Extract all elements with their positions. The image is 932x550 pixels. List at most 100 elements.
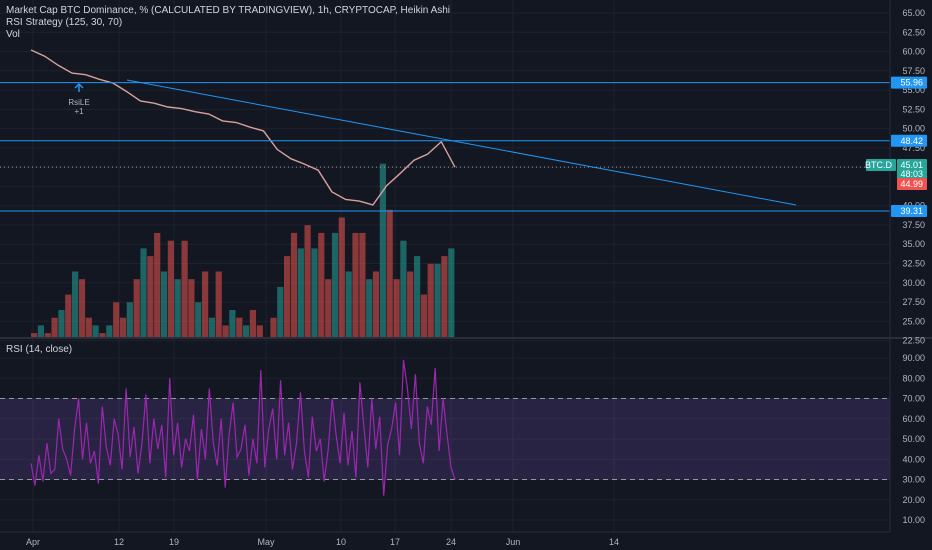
price-tick: 52.50	[902, 104, 925, 114]
volume-bar	[174, 279, 181, 337]
tag-upper-line: 55.96	[900, 78, 923, 88]
volume-bar	[236, 317, 243, 337]
time-tick: May	[257, 537, 275, 547]
rsi-tick: 50.00	[902, 434, 925, 444]
price-tick: 35.00	[902, 239, 925, 249]
volume-bar	[92, 325, 99, 337]
volume-bar	[379, 163, 386, 337]
volume-bar	[78, 279, 86, 337]
volume-bar	[331, 232, 339, 337]
time-tick: Apr	[26, 537, 40, 547]
volume-bar	[318, 232, 325, 337]
strategy-legend[interactable]: RSI Strategy (125, 30, 70)	[6, 17, 123, 28]
tag-countdown-bg	[897, 168, 927, 180]
volume-bar	[325, 279, 332, 337]
volume-bar	[400, 240, 407, 337]
volume-bar	[297, 248, 304, 337]
tag-lower-line: 39.31	[900, 206, 923, 216]
price-tick: 50.00	[902, 124, 925, 134]
volume-bar	[270, 317, 277, 337]
volume-legend[interactable]: Vol	[6, 29, 20, 40]
volume-bar	[366, 279, 373, 337]
volume-bar	[407, 271, 414, 337]
volume-bar	[99, 333, 106, 337]
price-tick: 60.00	[902, 47, 925, 57]
volume-bar	[154, 232, 161, 337]
volume-bar	[414, 256, 421, 337]
price-tick: 32.50	[902, 259, 925, 269]
volume-bar	[441, 256, 448, 337]
volume-bar	[106, 325, 113, 337]
rsi-legend[interactable]: RSI (14, close)	[6, 344, 73, 355]
volume-bar	[338, 217, 345, 337]
rsi-line	[30, 359, 456, 496]
tag-symbol-bg	[866, 159, 896, 171]
tag-prev-close: 44.99	[900, 179, 923, 189]
trend-line	[126, 79, 797, 206]
volume-bar	[133, 279, 140, 337]
volume-bar	[31, 333, 38, 337]
volume-bar	[140, 248, 147, 337]
volume-bar	[44, 333, 51, 337]
volume-bar	[113, 302, 120, 337]
time-tick: Jun	[506, 537, 521, 547]
volume-bar	[229, 310, 236, 337]
rsi-tick: 30.00	[902, 475, 925, 485]
volume-bar	[119, 317, 127, 337]
rsi-tick: 10.00	[902, 515, 925, 525]
volume-bar	[290, 232, 298, 337]
volume-bar	[181, 240, 188, 337]
price-tick: 30.00	[902, 278, 925, 288]
rsi-tick: 20.00	[902, 495, 925, 505]
tag-last-price: 45.01	[900, 160, 923, 170]
volume-bar	[243, 325, 250, 337]
volume-bar	[372, 271, 380, 337]
volume-bar	[215, 271, 222, 337]
arrow-up-icon	[74, 82, 84, 92]
time-tick: 10	[336, 537, 346, 547]
price-tick: 25.00	[902, 316, 925, 326]
volume-bar	[393, 279, 400, 337]
volume-bar	[304, 225, 311, 337]
volume-bar	[249, 310, 256, 337]
tag-lower-line-bg	[891, 205, 927, 218]
volume-bar	[345, 271, 352, 337]
price-tick: 55.00	[902, 85, 925, 95]
price-tick: 27.50	[902, 297, 925, 307]
time-tick: 24	[446, 537, 456, 547]
volume-bar	[222, 325, 229, 337]
volume-bar	[72, 271, 79, 337]
volume-bar	[448, 248, 455, 337]
volume-bar	[352, 232, 359, 337]
volume-bar	[386, 209, 393, 337]
volume-bar	[284, 256, 291, 337]
tag-mid-line: 48.42	[900, 136, 923, 146]
volume-bar	[51, 317, 58, 337]
price-tick: 37.50	[902, 220, 925, 230]
tag-mid-line-bg	[891, 134, 927, 147]
rsi-tick: 70.00	[902, 394, 925, 404]
volume-bar	[65, 294, 72, 337]
volume-bar	[208, 317, 215, 337]
signal-qty: +1	[74, 107, 84, 116]
volume-bar	[147, 256, 154, 337]
rsi-tick: 90.00	[902, 353, 925, 363]
volume-bar	[188, 279, 195, 337]
volume-bar	[256, 325, 263, 337]
volume-bar	[434, 263, 441, 337]
tag-symbol: BTC.D	[865, 160, 893, 170]
tag-upper-line-bg	[891, 76, 927, 89]
volume-bar	[277, 286, 284, 337]
price-tick: 65.00	[902, 8, 925, 18]
rsi-tick: 80.00	[902, 373, 925, 383]
volume-bar	[311, 248, 318, 337]
volume-bar	[160, 271, 168, 337]
time-tick: 14	[609, 537, 619, 547]
time-tick: 19	[169, 537, 179, 547]
tag-prev-close-bg	[897, 178, 927, 190]
volume-bar	[195, 302, 202, 337]
price-tick: 47.50	[902, 143, 925, 153]
signal-label: RsiLE	[68, 98, 89, 107]
